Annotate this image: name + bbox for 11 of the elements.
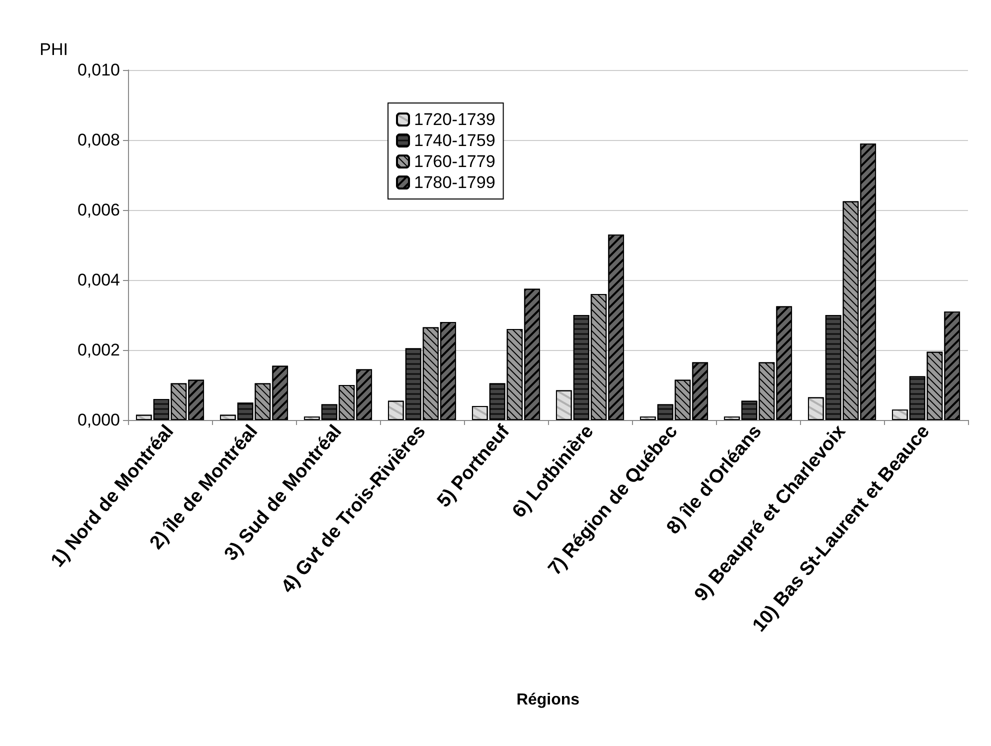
legend-label: 1740-1759 [414, 131, 496, 150]
y-tick-label: 0,002 [77, 340, 120, 360]
y-tick-label: 0,010 [77, 60, 120, 80]
y-tick-label: 0,004 [77, 270, 120, 290]
y-tick-label: 0,006 [77, 200, 120, 220]
y-tick-label: 0,008 [77, 130, 120, 150]
legend-label: 1720-1739 [414, 110, 496, 129]
x-axis-title: Régions [516, 692, 580, 708]
legend-label: 1780-1799 [414, 173, 496, 192]
y-axis-title: PHI [40, 40, 68, 59]
legend-label: 1760-1779 [414, 152, 496, 171]
